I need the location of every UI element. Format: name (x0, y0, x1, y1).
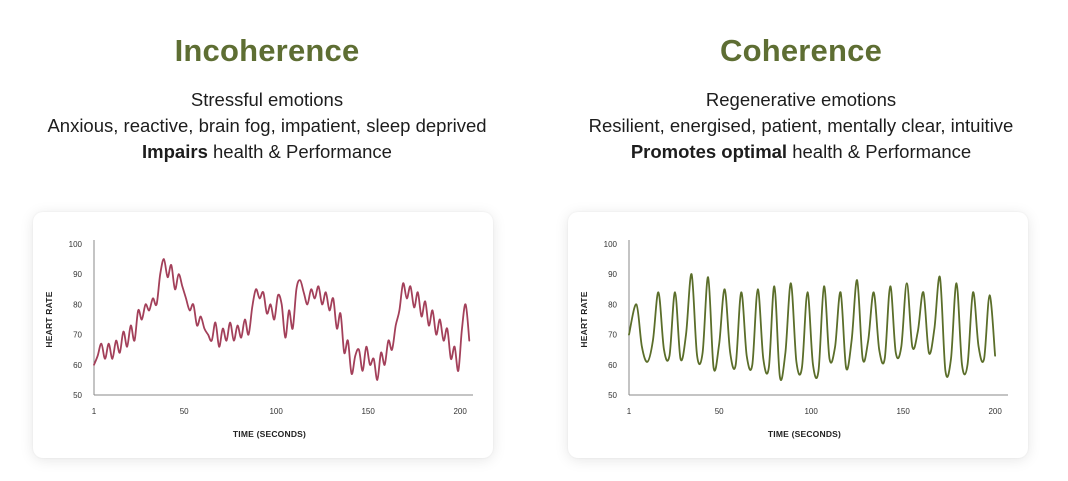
coherence-x-tick-label: 1 (627, 407, 632, 416)
incoherence-y-tick-label: 50 (73, 391, 82, 400)
coherence-panel: Coherence Regenerative emotions Resilien… (534, 0, 1068, 481)
incoherence-x-tick-label: 1 (92, 407, 97, 416)
coherence-x-axis-title: TIME (SECONDS) (768, 429, 841, 439)
coherence-heart-rate-line (628, 273, 996, 381)
incoherence-y-axis-title: HEART RATE (44, 291, 54, 347)
incoherence-line-3-rest: health & Performance (207, 141, 392, 162)
incoherence-line-3: Impairs health & Performance (0, 139, 534, 165)
coherence-y-tick-label: 70 (608, 331, 617, 340)
coherence-x-tick-label: 200 (988, 407, 1002, 416)
incoherence-line-3-bold: Impairs (142, 141, 208, 162)
incoherence-x-tick-label: 150 (361, 407, 375, 416)
coherence-chart-card: 50 60 70 80 90 100 1 50 100 150 200 TIME (SECONDS) H… (568, 212, 1028, 458)
incoherence-y-tick-label: 80 (73, 300, 82, 309)
incoherence-heart-rate-line (93, 258, 471, 381)
incoherence-y-tick-label: 60 (73, 361, 82, 370)
incoherence-x-tick-label: 100 (269, 407, 283, 416)
coherence-y-tick-label: 60 (608, 361, 617, 370)
incoherence-line-2: Anxious, reactive, brain fog, impatient,… (47, 115, 487, 136)
incoherence-x-tick-label: 50 (180, 407, 189, 416)
incoherence-heading: Incoherence (174, 33, 360, 68)
coherence-y-tick-label: 90 (608, 270, 617, 279)
coherence-x-tick-label: 50 (715, 407, 724, 416)
incoherence-y-tick-label: 70 (73, 331, 82, 340)
incoherence-y-tick-label: 90 (73, 270, 82, 279)
coherence-line-2: Resilient, energised, patient, mentally … (588, 115, 1014, 136)
incoherence-description: Stressful emotions Anxious, reactive, br… (0, 87, 534, 165)
coherence-x-tick-label: 150 (896, 407, 910, 416)
coherence-y-tick-label: 100 (604, 240, 618, 249)
incoherence-x-tick-label: 200 (453, 407, 467, 416)
coherence-line-1: Regenerative emotions (705, 89, 897, 110)
incoherence-line-1: Stressful emotions (190, 89, 344, 110)
coherence-line-3-rest: health & Performance (787, 141, 972, 162)
coherence-line-3-bold: Promotes optimal (630, 141, 788, 162)
coherence-description: Regenerative emotions Resilient, energis… (534, 87, 1068, 165)
coherence-line-3: Promotes optimal health & Performance (534, 139, 1068, 165)
coherence-y-tick-label: 80 (608, 300, 617, 309)
incoherence-panel: Incoherence Stressful emotions Anxious, … (0, 33, 534, 458)
coherence-x-tick-label: 100 (804, 407, 818, 416)
incoherence-y-tick-label: 100 (69, 240, 83, 249)
coherence-heading: Coherence (719, 33, 883, 68)
incoherence-x-axis-title: TIME (SECONDS) (233, 429, 306, 439)
coherence-y-tick-label: 50 (608, 391, 617, 400)
coherence-y-axis-title: HEART RATE (579, 291, 589, 347)
incoherence-chart-card: 50 60 70 80 90 100 1 50 100 150 200 TIME (SECONDS) H… (33, 212, 493, 458)
